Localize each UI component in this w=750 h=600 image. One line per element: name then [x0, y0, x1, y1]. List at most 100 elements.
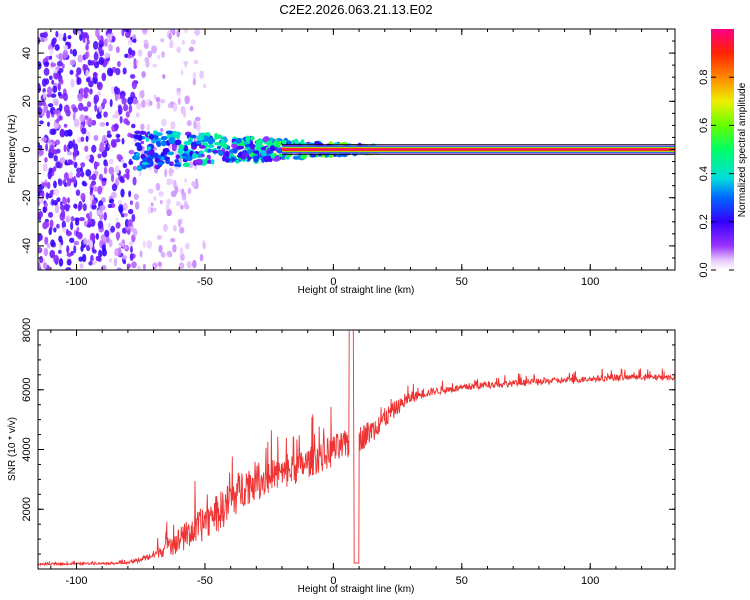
- colorbar-gradient: [711, 29, 734, 270]
- snr-y-tick-label: 8000: [21, 318, 33, 342]
- spectrogram-cell: [178, 262, 185, 270]
- spectrogram-cell: [80, 162, 86, 168]
- spectrogram-cell: [131, 80, 137, 90]
- spectrogram-y-tick-label: 40: [21, 47, 33, 59]
- spectrogram-cell: [73, 161, 78, 169]
- spectrogram-cell: [245, 135, 251, 143]
- spectrogram-cell: [43, 31, 48, 39]
- spectrogram-cell: [166, 151, 174, 156]
- spectrogram-cell: [63, 182, 68, 188]
- spectrogram-cell: [235, 159, 240, 164]
- spectrogram-cell: [132, 176, 137, 186]
- spectrogram-cell: [89, 232, 96, 242]
- colorbar-ticks: 0.0 0.2 0.4 0.6 0.8: [698, 70, 734, 278]
- spectrogram-x-axis-label: Height of straight line (km): [298, 285, 415, 296]
- spectrogram-cell: [133, 193, 139, 200]
- spectrogram-x-tick-label: 50: [456, 276, 468, 288]
- spectrogram-cell: [98, 221, 103, 228]
- spectrogram-cell: [67, 159, 73, 166]
- colorbar-tick-label: 0.8: [698, 70, 710, 85]
- spectrogram-cell: [175, 154, 180, 159]
- spectrogram-cell: [250, 135, 255, 141]
- spectrogram-cell: [89, 210, 93, 220]
- spectrogram-cell: [134, 134, 139, 140]
- spectrogram-cell: [79, 263, 84, 269]
- spectrogram-cell: [133, 58, 137, 67]
- spectrogram-cell: [58, 32, 64, 42]
- spectrogram-cell: [136, 102, 142, 110]
- spectrogram-cell: [82, 203, 87, 212]
- spectrogram-cell: [192, 152, 197, 159]
- spectrogram-cell: [177, 148, 184, 155]
- spectrogram-cell: [177, 219, 182, 228]
- spectrogram-cell: [53, 109, 59, 115]
- spectrogram-cell: [73, 143, 79, 152]
- spectrogram-cell: [153, 94, 157, 100]
- spectrogram-cell: [70, 216, 75, 222]
- spectrogram-cell: [119, 115, 123, 124]
- spectrogram-cell: [170, 121, 176, 130]
- spectrogram-cell: [104, 53, 110, 58]
- spectrogram-y-tick-label: 0: [21, 146, 33, 152]
- spectrogram-cell: [185, 204, 190, 210]
- spectrogram-cell: [122, 259, 127, 265]
- spectrogram-cell: [184, 95, 190, 105]
- spectrogram-cell: [51, 79, 55, 85]
- spectrogram-cell: [65, 228, 69, 235]
- spectrogram-cell: [57, 82, 61, 92]
- spectrogram-cell: [128, 47, 133, 56]
- spectrogram-y-tick-label: -20: [21, 190, 33, 206]
- spectrogram-cell: [113, 257, 118, 267]
- spectrogram-cell: [144, 56, 150, 63]
- spectrogram-cell: [54, 44, 60, 51]
- spectrogram-cell: [122, 103, 129, 112]
- spectrogram-cell: [147, 188, 154, 194]
- spectrogram-cell: [85, 135, 89, 143]
- spectrogram-cell: [41, 137, 48, 142]
- spectrogram-cell: [168, 167, 174, 177]
- figure-title: C2E2.2026.063.21.13.E02: [279, 2, 432, 17]
- spectrogram-cell: [101, 177, 107, 182]
- spectrogram-cell: [270, 155, 276, 159]
- spectrogram-cell: [79, 87, 84, 96]
- spectrogram-cell: [247, 148, 253, 154]
- spectrogram-cell: [172, 225, 177, 232]
- spectrogram-cell: [160, 38, 165, 43]
- spectrogram-cell: [165, 130, 174, 135]
- spectrogram-cell: [114, 165, 120, 175]
- spectrogram-cell: [85, 69, 90, 78]
- spectrogram-cell: [116, 267, 122, 270]
- spectrogram-cell: [93, 94, 100, 103]
- spectrogram-cell: [160, 140, 167, 147]
- spectrogram-cell: [129, 200, 133, 206]
- spectrogram-cell: [196, 135, 205, 141]
- spectrogram-cell: [87, 117, 93, 127]
- spectrogram-cell: [177, 97, 181, 105]
- spectrogram-cell: [186, 261, 192, 269]
- spectrogram-cell: [78, 256, 84, 262]
- spectrogram-cell: [166, 250, 173, 258]
- spectrogram-cell: [66, 258, 72, 266]
- spectrogram-cell: [38, 149, 44, 157]
- spectrogram-cell: [66, 244, 70, 254]
- spectrogram-cell: [122, 67, 127, 75]
- spectrogram-cell: [44, 221, 50, 228]
- spectrogram-cell: [236, 145, 245, 150]
- spectrogram-cell: [222, 142, 228, 150]
- spectrogram-cell: [190, 39, 196, 45]
- spectrogram-cell: [188, 46, 195, 52]
- spectrogram-cell: [131, 213, 136, 222]
- spectrogram-cell: [63, 172, 69, 181]
- spectrogram-cell: [179, 253, 185, 262]
- spectrogram-cell: [76, 150, 80, 156]
- spectrogram-cell: [108, 258, 113, 263]
- spectrogram-cell: [69, 59, 76, 66]
- spectrogram-cell: [75, 73, 79, 78]
- spectrogram-cell: [43, 67, 50, 76]
- spectrogram-cell: [141, 165, 147, 170]
- spectrogram-cell: [68, 140, 74, 149]
- spectrogram-cell: [77, 30, 82, 36]
- spectrogram-cell: [166, 209, 172, 217]
- spectrogram-cell: [126, 263, 131, 269]
- spectrogram-cell: [59, 201, 63, 207]
